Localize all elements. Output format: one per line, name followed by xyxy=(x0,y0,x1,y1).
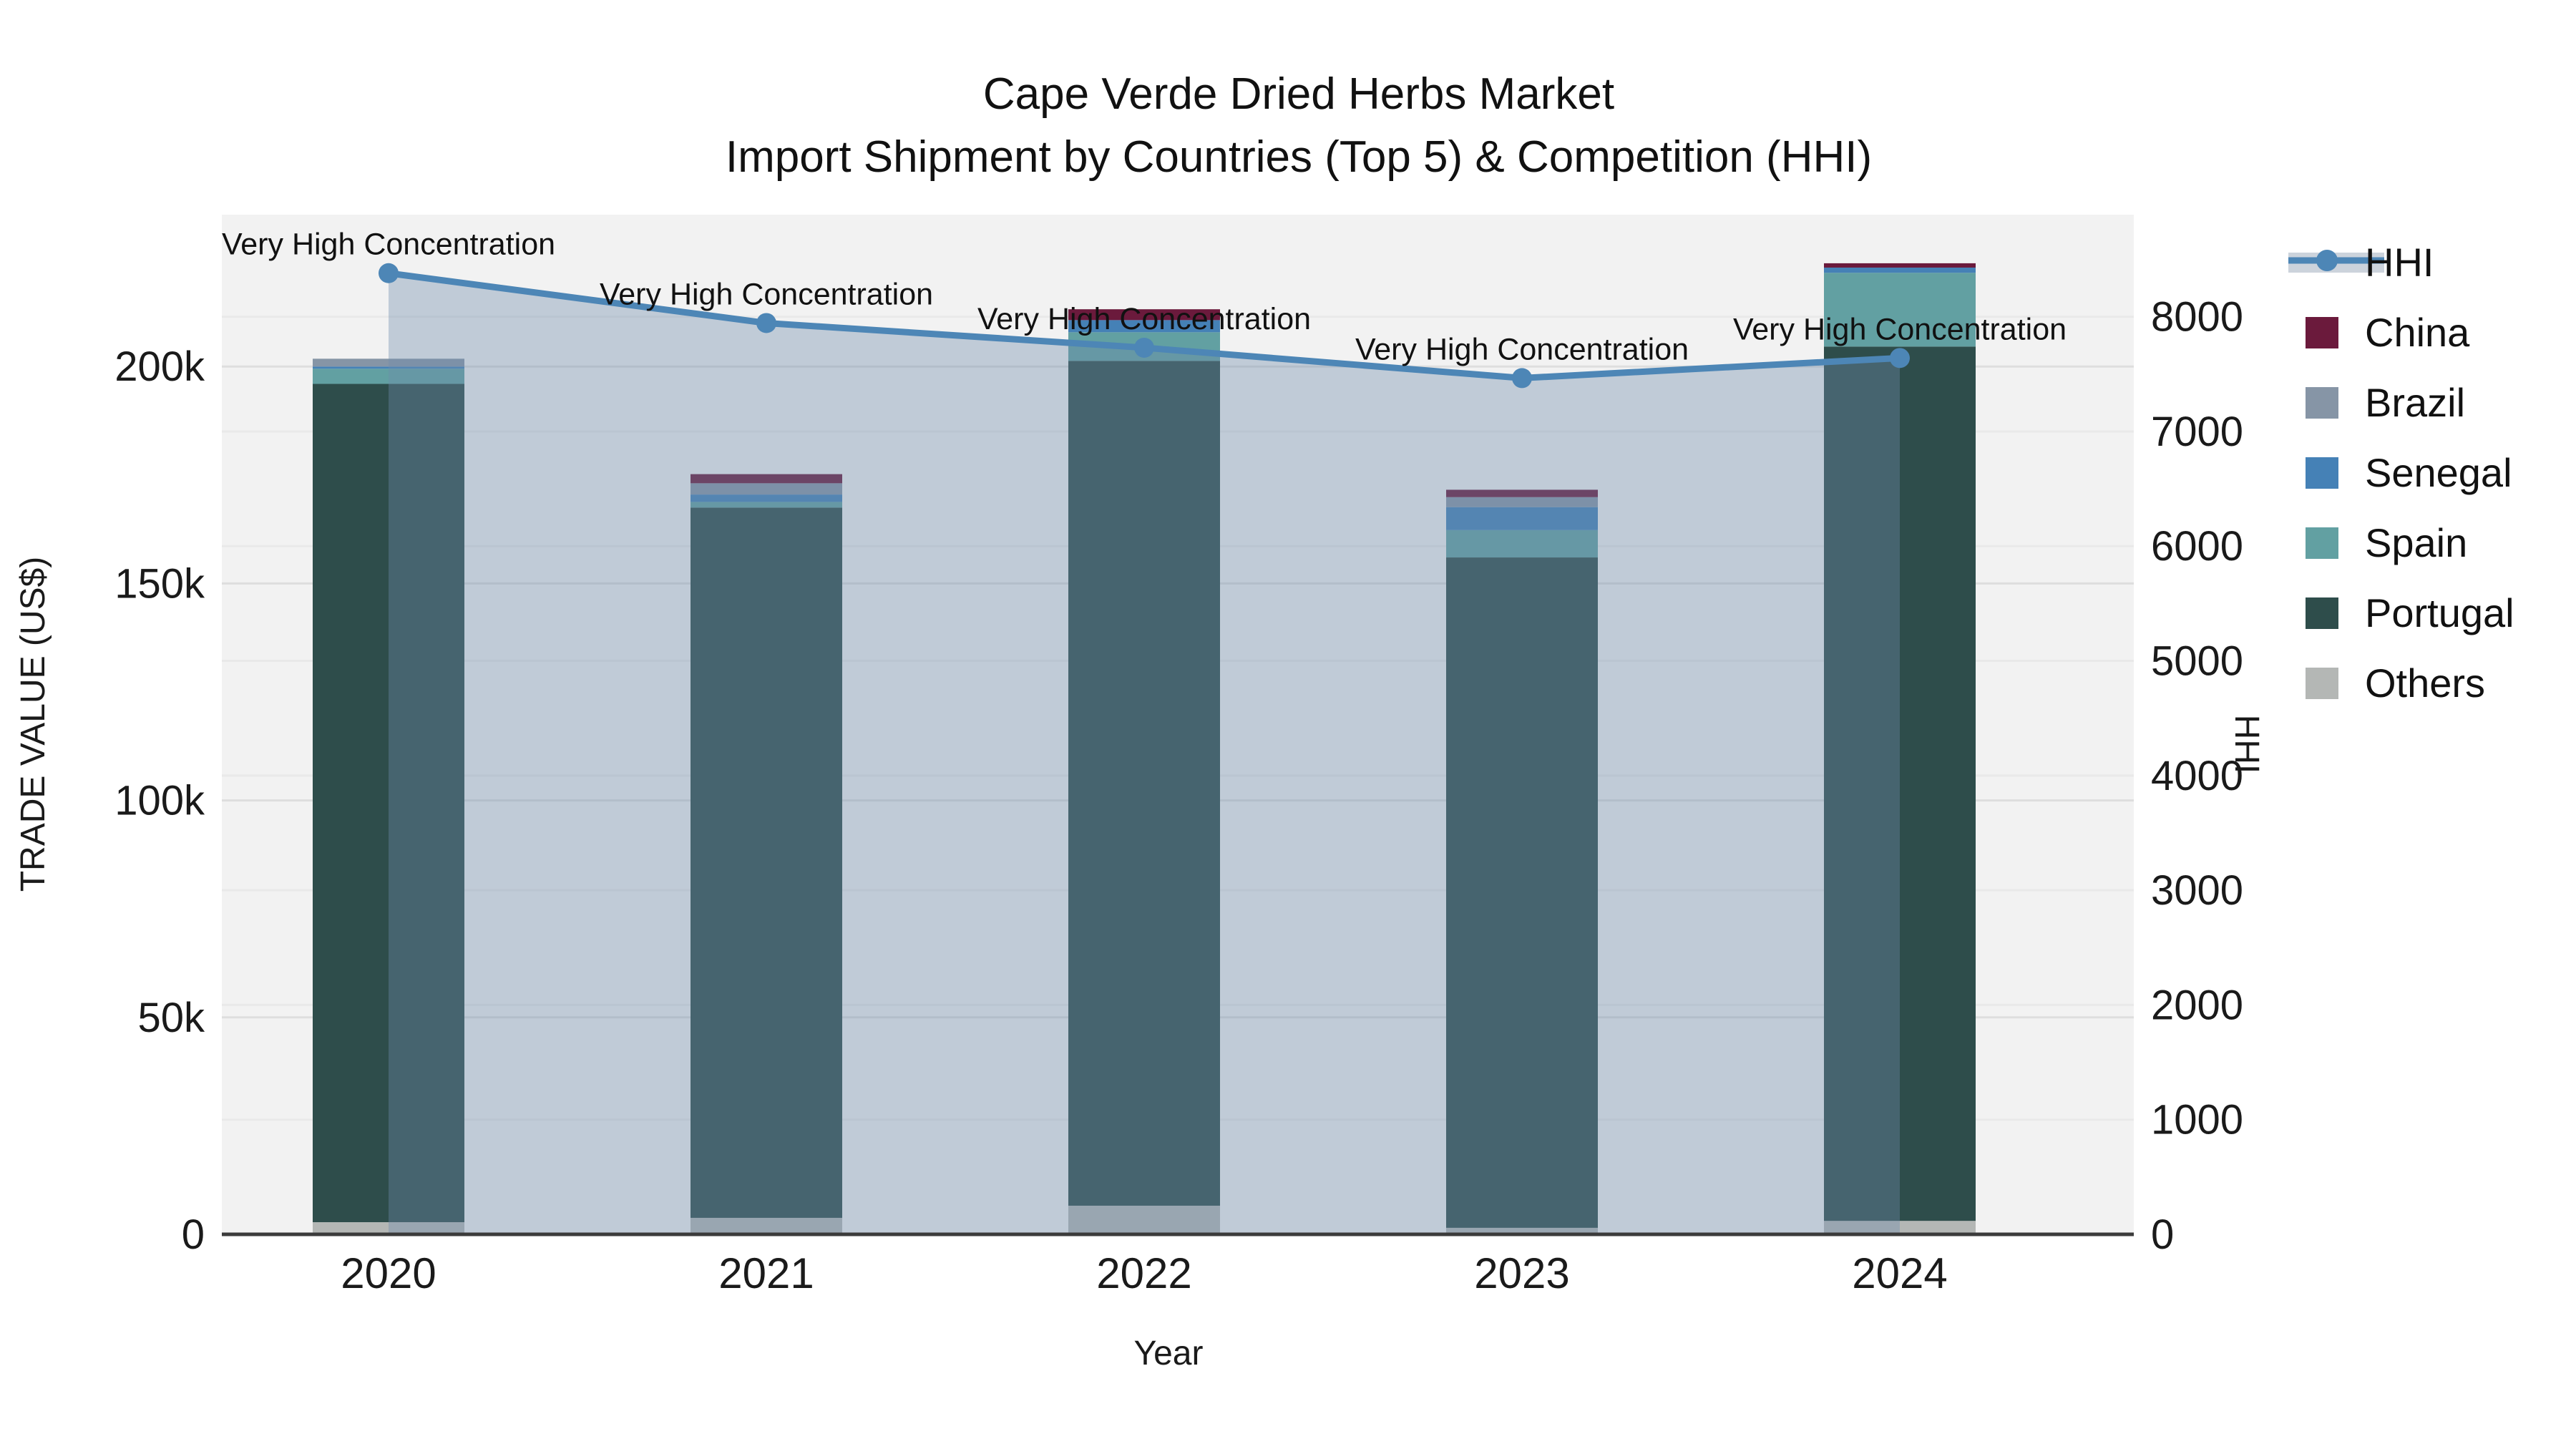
x-tick-2020: 2020 xyxy=(341,1249,436,1297)
y-right-tick-3000: 3000 xyxy=(2151,867,2243,914)
x-tick-2022: 2022 xyxy=(1096,1249,1191,1297)
hhi-marker-2020[interactable] xyxy=(379,263,399,283)
legend-label-china[interactable]: China xyxy=(2365,310,2470,355)
bar-segment-senegal-2024[interactable] xyxy=(1824,267,1976,273)
bar-segment-portugal-2024[interactable] xyxy=(1824,346,1976,1221)
y-right-tick-7000: 7000 xyxy=(2151,409,2243,455)
bar-segment-senegal-2020[interactable] xyxy=(313,366,464,369)
bar-segment-others-2022[interactable] xyxy=(1068,1205,1220,1234)
x-tick-2024: 2024 xyxy=(1852,1249,1947,1297)
annotation-2024: Very High Concentration xyxy=(1733,312,2067,346)
y-right-axis-title: HHI xyxy=(2228,715,2265,774)
y-left-tick-200k: 200k xyxy=(114,343,205,390)
hhi-area xyxy=(389,273,1900,1234)
legend-swatch-spain[interactable] xyxy=(2306,527,2338,559)
y-left-tick-100k: 100k xyxy=(114,778,205,824)
y-right-tick-8000: 8000 xyxy=(2151,294,2243,341)
bar-segment-brazil-2021[interactable] xyxy=(691,483,842,495)
y-right-tick-6000: 6000 xyxy=(2151,523,2243,570)
bar-segment-spain-2023[interactable] xyxy=(1446,530,1598,558)
bar-segment-portugal-2022[interactable] xyxy=(1068,361,1220,1206)
legend-label-others[interactable]: Others xyxy=(2365,660,2485,706)
hhi-marker-2021[interactable] xyxy=(756,313,776,333)
bar-segment-china-2021[interactable] xyxy=(691,474,842,484)
legend-label-hhi[interactable]: HHI xyxy=(2365,240,2434,285)
annotation-2021: Very High Concentration xyxy=(600,277,933,311)
legend-label-brazil[interactable]: Brazil xyxy=(2365,380,2465,425)
bar-segment-senegal-2023[interactable] xyxy=(1446,507,1598,530)
bar-segment-others-2020[interactable] xyxy=(313,1222,464,1234)
bar-segment-china-2024[interactable] xyxy=(1824,263,1976,268)
legend-label-spain[interactable]: Spain xyxy=(2365,520,2467,565)
annotation-2023: Very High Concentration xyxy=(1355,332,1689,366)
y-left-tick-150k: 150k xyxy=(114,560,205,607)
x-tick-2023: 2023 xyxy=(1474,1249,1569,1297)
y-right-tick-4000: 4000 xyxy=(2151,753,2243,799)
chart-title-line2: Import Shipment by Countries (Top 5) & C… xyxy=(726,132,1872,182)
bar-segment-spain-2020[interactable] xyxy=(313,369,464,384)
bar-segment-senegal-2022[interactable] xyxy=(1068,320,1220,333)
hhi-marker-2022[interactable] xyxy=(1134,337,1154,358)
legend-swatch-brazil[interactable] xyxy=(2306,387,2338,419)
y-right-tick-5000: 5000 xyxy=(2151,638,2243,685)
bar-segment-china-2022[interactable] xyxy=(1068,309,1220,321)
y-right-tick-0: 0 xyxy=(2151,1211,2174,1258)
bar-segment-spain-2021[interactable] xyxy=(691,502,842,508)
bar-segment-portugal-2020[interactable] xyxy=(313,384,464,1223)
legend-swatch-others[interactable] xyxy=(2306,668,2338,699)
bar-segment-portugal-2021[interactable] xyxy=(691,507,842,1218)
bar-segment-others-2023[interactable] xyxy=(1446,1227,1598,1234)
bar-segment-china-2023[interactable] xyxy=(1446,489,1598,497)
legend-label-senegal[interactable]: Senegal xyxy=(2365,450,2512,495)
legend-hhi-marker[interactable] xyxy=(2316,250,2338,271)
y-left-tick-50k: 50k xyxy=(137,995,205,1041)
bar-segment-others-2024[interactable] xyxy=(1824,1221,1976,1234)
y-left-axis-title: TRADE VALUE (US$) xyxy=(14,557,52,892)
bar-segment-others-2021[interactable] xyxy=(691,1217,842,1234)
hhi-marker-2024[interactable] xyxy=(1890,348,1910,369)
bar-segment-senegal-2021[interactable] xyxy=(691,494,842,502)
legend-swatch-senegal[interactable] xyxy=(2306,457,2338,489)
bar-segment-brazil-2023[interactable] xyxy=(1446,497,1598,507)
bar-segment-spain-2024[interactable] xyxy=(1824,273,1976,347)
y-right-tick-1000: 1000 xyxy=(2151,1097,2243,1143)
legend-label-portugal[interactable]: Portugal xyxy=(2365,590,2514,635)
x-tick-2021: 2021 xyxy=(718,1249,814,1297)
annotation-2022: Very High Concentration xyxy=(977,302,1311,336)
x-axis-title: Year xyxy=(1134,1335,1204,1372)
legend-swatch-china[interactable] xyxy=(2306,317,2338,348)
bar-segment-brazil-2020[interactable] xyxy=(313,358,464,367)
legend-swatch-portugal[interactable] xyxy=(2306,597,2338,629)
y-left-tick-0: 0 xyxy=(182,1211,205,1258)
hhi-marker-2023[interactable] xyxy=(1512,368,1532,389)
annotation-2020: Very High Concentration xyxy=(222,228,555,262)
bar-segment-portugal-2023[interactable] xyxy=(1446,557,1598,1228)
y-right-tick-2000: 2000 xyxy=(2151,982,2243,1028)
chart-title-line1: Cape Verde Dried Herbs Market xyxy=(983,69,1614,119)
